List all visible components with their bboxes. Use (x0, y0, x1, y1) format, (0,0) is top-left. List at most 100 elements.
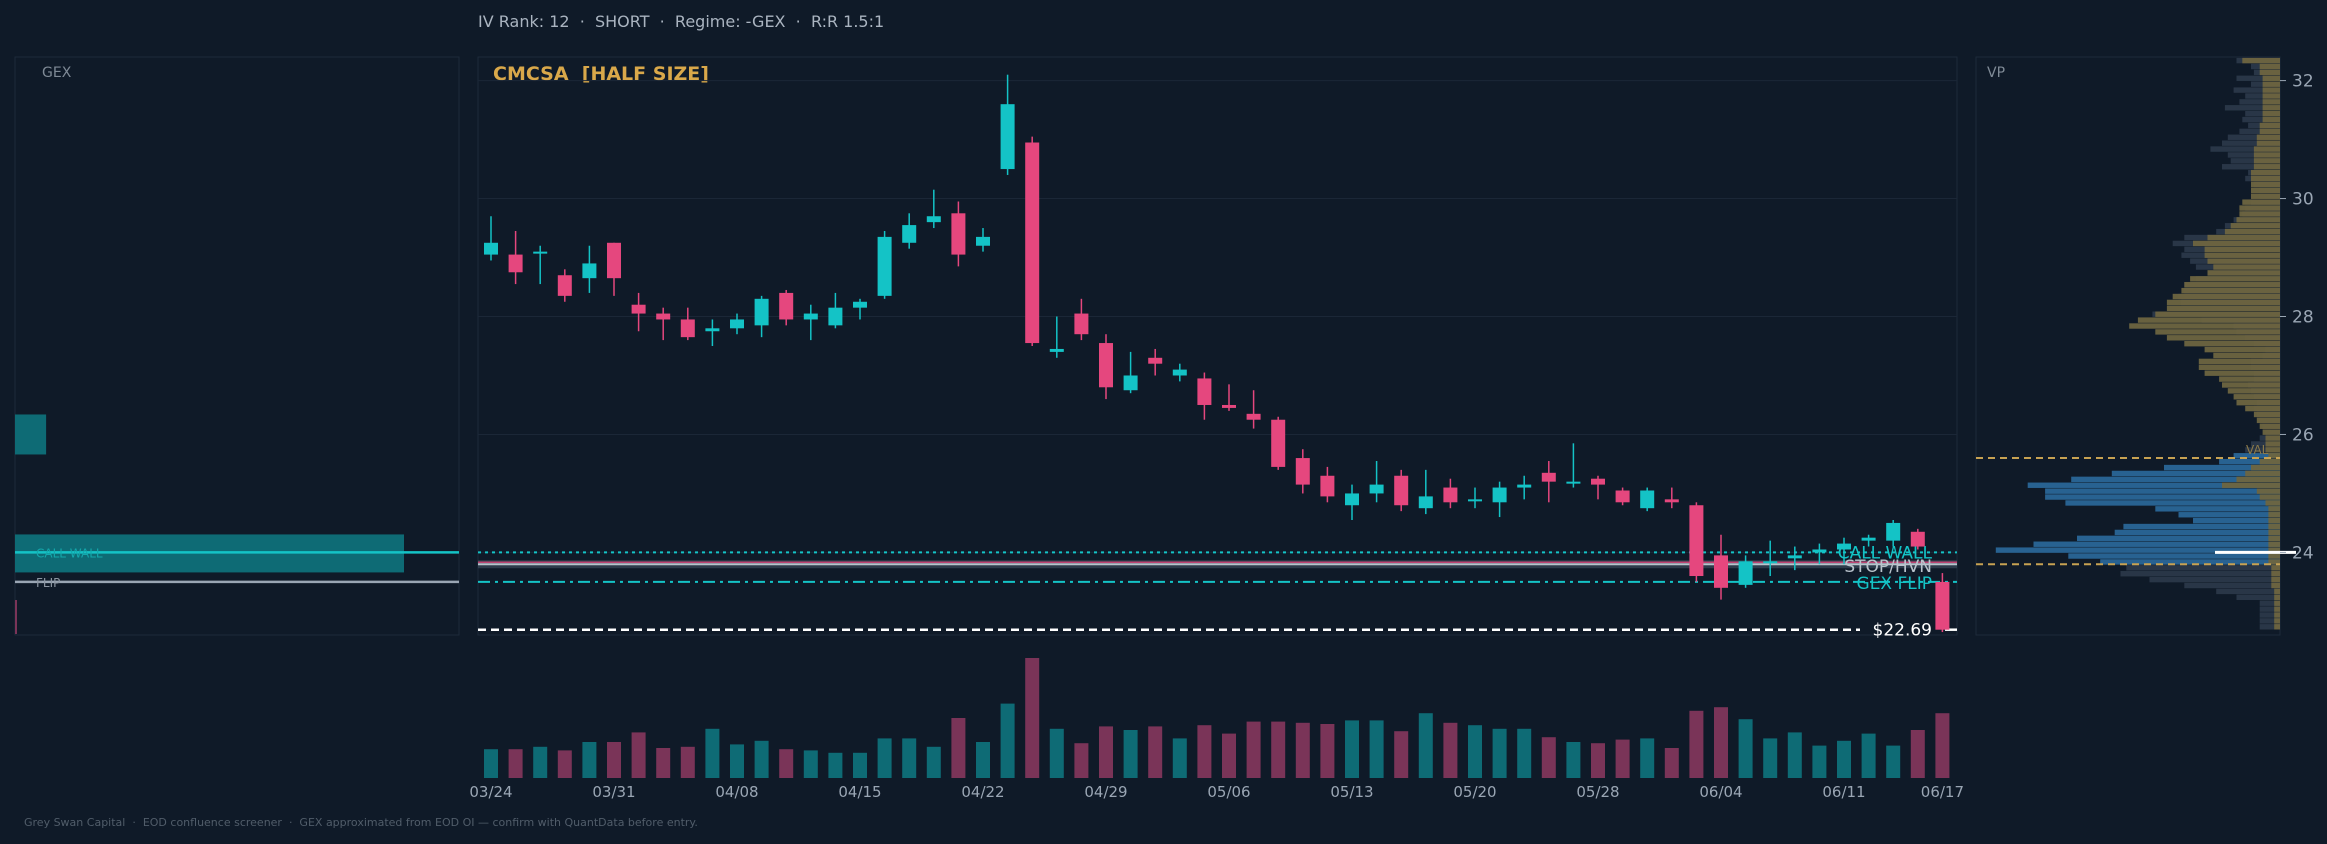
vp-row-buy (2100, 559, 2280, 565)
gex-bar (15, 414, 47, 455)
vp-row-buy (2227, 134, 2280, 140)
volume-bar (877, 738, 892, 778)
candle-body (1295, 458, 1310, 485)
vp-panel-label: VP (1987, 65, 2005, 81)
vp-row-sell (2262, 110, 2280, 117)
x-tick-label: 05/28 (1576, 783, 1619, 801)
vp-row-buy (2033, 541, 2280, 547)
volume-bar (680, 746, 695, 778)
level-label-stop-hvn: STOP/HVN (1844, 557, 1932, 577)
volume-bar (1345, 720, 1359, 778)
candle-body (1689, 505, 1704, 577)
volume-bar (730, 744, 744, 778)
vp-row-sell (2129, 323, 2280, 329)
candle-body (779, 292, 794, 320)
volume-bar (1394, 731, 1409, 778)
volume-bar (779, 749, 794, 778)
vp-row-sell (2268, 547, 2280, 553)
x-tick-label: 04/15 (838, 783, 881, 801)
volume-bar (533, 746, 548, 778)
vp-row-sell (2256, 417, 2280, 424)
volume-bar (803, 750, 818, 778)
vp-row-sell (2204, 252, 2280, 258)
vp-row-sell (2193, 240, 2280, 247)
candle-body (1541, 472, 1556, 482)
vp-row-sell (2239, 211, 2280, 217)
candle-body (951, 213, 966, 255)
candle-body (1148, 357, 1163, 364)
volume-bar (754, 740, 769, 778)
vp-row-buy (2224, 105, 2280, 111)
candle-body (976, 236, 990, 246)
vp-row-sell (2251, 464, 2280, 471)
y-tick-label: 28 (2292, 308, 2314, 328)
vp-row-buy (2077, 535, 2280, 542)
volume-bar (1861, 733, 1876, 778)
vp-row-sell (2262, 105, 2280, 111)
vp-row-buy (2068, 553, 2280, 559)
level-label-last-price: $22.69 (1873, 621, 1932, 641)
vp-row-buy (1995, 547, 2280, 553)
vp-row-buy (2193, 517, 2280, 524)
vp-row-sell (2262, 81, 2280, 87)
x-tick-label: 06/04 (1699, 783, 1742, 801)
vp-row-sell (2236, 399, 2280, 406)
vp-row-sell (2245, 470, 2280, 477)
vp-row-sell (2268, 529, 2280, 536)
level-label-gex-flip: GEX FLIP (1857, 574, 1932, 594)
volume-bar (1541, 737, 1556, 778)
vp-row-sell (2259, 122, 2280, 129)
volume-bar (1591, 743, 1605, 778)
candle-body (1591, 478, 1605, 485)
vp-row-sell (2259, 458, 2280, 465)
volume-bar (484, 749, 498, 778)
vp-row-sell (2262, 116, 2280, 123)
volume-bar (1517, 728, 1532, 778)
vp-row-sell (2251, 187, 2280, 194)
vp-row-sell (2268, 512, 2280, 518)
vp-row-sell (2224, 228, 2280, 235)
vp-row-sell (2271, 582, 2280, 589)
vp-row-sell (2274, 588, 2280, 595)
candle-body (533, 251, 548, 254)
candle-body (803, 313, 818, 320)
volume-bar (1172, 738, 1187, 778)
vp-row-buy (2259, 612, 2280, 618)
vp-row-sell (2274, 624, 2280, 630)
x-tick-label: 06/17 (1921, 783, 1964, 801)
vp-row-buy (2149, 576, 2280, 583)
volume-bar (1787, 732, 1802, 778)
volume-bar (1837, 740, 1851, 778)
candle-body (1246, 413, 1261, 420)
volume-bar (1910, 730, 1925, 778)
volume-bar (1812, 745, 1827, 778)
vp-row-sell (2233, 394, 2280, 400)
vp-row-sell (2242, 199, 2280, 205)
volume-bar (1418, 713, 1433, 778)
vp-row-sell (2274, 600, 2280, 606)
vp-row-sell (2253, 164, 2280, 170)
vp-row-sell (2268, 506, 2280, 512)
vp-row-sell (2271, 576, 2280, 583)
candle-body (1935, 581, 1950, 630)
vp-row-sell (2236, 476, 2280, 483)
vp-row-sell (2256, 134, 2280, 140)
vp-row-buy (2219, 458, 2280, 465)
vp-row-sell (2268, 453, 2280, 459)
vp-row-sell (2268, 517, 2280, 524)
vp-row-sell (2259, 63, 2280, 70)
vp-row-buy (2184, 582, 2280, 589)
volume-bar (1074, 743, 1089, 778)
volume-bar (1246, 721, 1261, 778)
vp-row-buy (2222, 164, 2280, 170)
vp-row-sell (2213, 352, 2280, 359)
volume-profile: VAL (1976, 57, 2296, 630)
vp-row-sell (2253, 146, 2280, 152)
vp-row-sell (2262, 99, 2280, 105)
vp-row-sell (2251, 169, 2280, 176)
volume-bar (853, 752, 867, 778)
candle-body (1886, 522, 1901, 541)
candle-body (1394, 475, 1409, 506)
gex-flip-label: FLIP (36, 576, 60, 590)
vp-row-sell (2262, 75, 2280, 81)
